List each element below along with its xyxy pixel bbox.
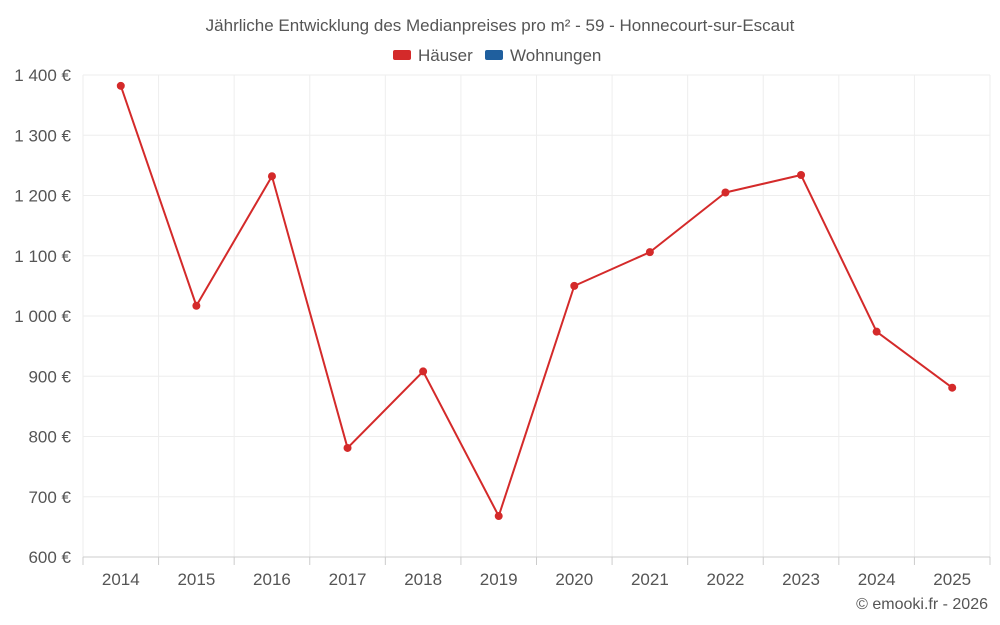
y-tick-label: 1 400 €: [14, 66, 71, 85]
legend-swatch-haeuser: [393, 50, 411, 60]
legend-label-wohnungen: Wohnungen: [510, 46, 601, 65]
x-tick-label: 2014: [102, 570, 140, 589]
y-tick-label: 1 100 €: [14, 247, 71, 266]
x-tick-label: 2018: [404, 570, 442, 589]
x-tick-label: 2022: [707, 570, 745, 589]
legend[interactable]: Häuser Wohnungen: [393, 46, 601, 65]
x-tick-label: 2019: [480, 570, 518, 589]
data-point-haeuser[interactable]: [872, 327, 881, 336]
data-point-haeuser[interactable]: [343, 443, 352, 452]
x-tick-label: 2024: [858, 570, 896, 589]
y-tick-label: 800 €: [28, 428, 71, 447]
y-tick-label: 600 €: [28, 548, 71, 567]
credit-text: © emooki.fr - 2026: [856, 596, 988, 613]
legend-swatch-wohnungen: [485, 50, 503, 60]
legend-label-haeuser: Häuser: [418, 46, 473, 65]
data-point-haeuser[interactable]: [267, 172, 276, 181]
y-tick-label: 900 €: [28, 367, 71, 386]
data-point-haeuser[interactable]: [645, 248, 654, 257]
data-point-haeuser[interactable]: [116, 81, 125, 90]
legend-item-haeuser[interactable]: Häuser: [393, 46, 473, 65]
chart-title: Jährliche Entwicklung des Medianpreises …: [206, 16, 795, 35]
x-tick-label: 2020: [555, 570, 593, 589]
data-point-haeuser[interactable]: [570, 281, 579, 290]
data-point-haeuser[interactable]: [721, 188, 730, 197]
data-point-haeuser[interactable]: [494, 512, 503, 521]
y-axis-labels: 600 € 700 € 800 € 900 € 1 000 € 1 100 € 1 200 …: [14, 66, 71, 567]
legend-item-wohnungen[interactable]: Wohnungen: [485, 46, 601, 65]
y-tick-label: 1 300 €: [14, 126, 71, 145]
series-haeuser: [116, 81, 957, 521]
y-tick-label: 700 €: [28, 488, 71, 507]
x-gridlines: [82, 75, 991, 557]
x-tick-label: 2021: [631, 570, 669, 589]
data-point-haeuser[interactable]: [948, 383, 957, 392]
series-line-haeuser: [119, 85, 953, 518]
x-tick-label: 2023: [782, 570, 820, 589]
y-tick-label: 1 200 €: [14, 187, 71, 206]
x-tick-label: 2025: [933, 570, 971, 589]
x-axis-labels: 2014 2015 2016 2017 2018 2019 2020 2021 2022 2023…: [102, 570, 971, 589]
data-point-haeuser[interactable]: [192, 301, 201, 310]
x-axis-ticks: [82, 557, 991, 565]
x-tick-label: 2015: [177, 570, 215, 589]
data-point-haeuser[interactable]: [419, 367, 428, 376]
x-tick-label: 2016: [253, 570, 291, 589]
x-tick-label: 2017: [329, 570, 367, 589]
y-tick-label: 1 000 €: [14, 307, 71, 326]
data-point-haeuser[interactable]: [797, 171, 806, 180]
